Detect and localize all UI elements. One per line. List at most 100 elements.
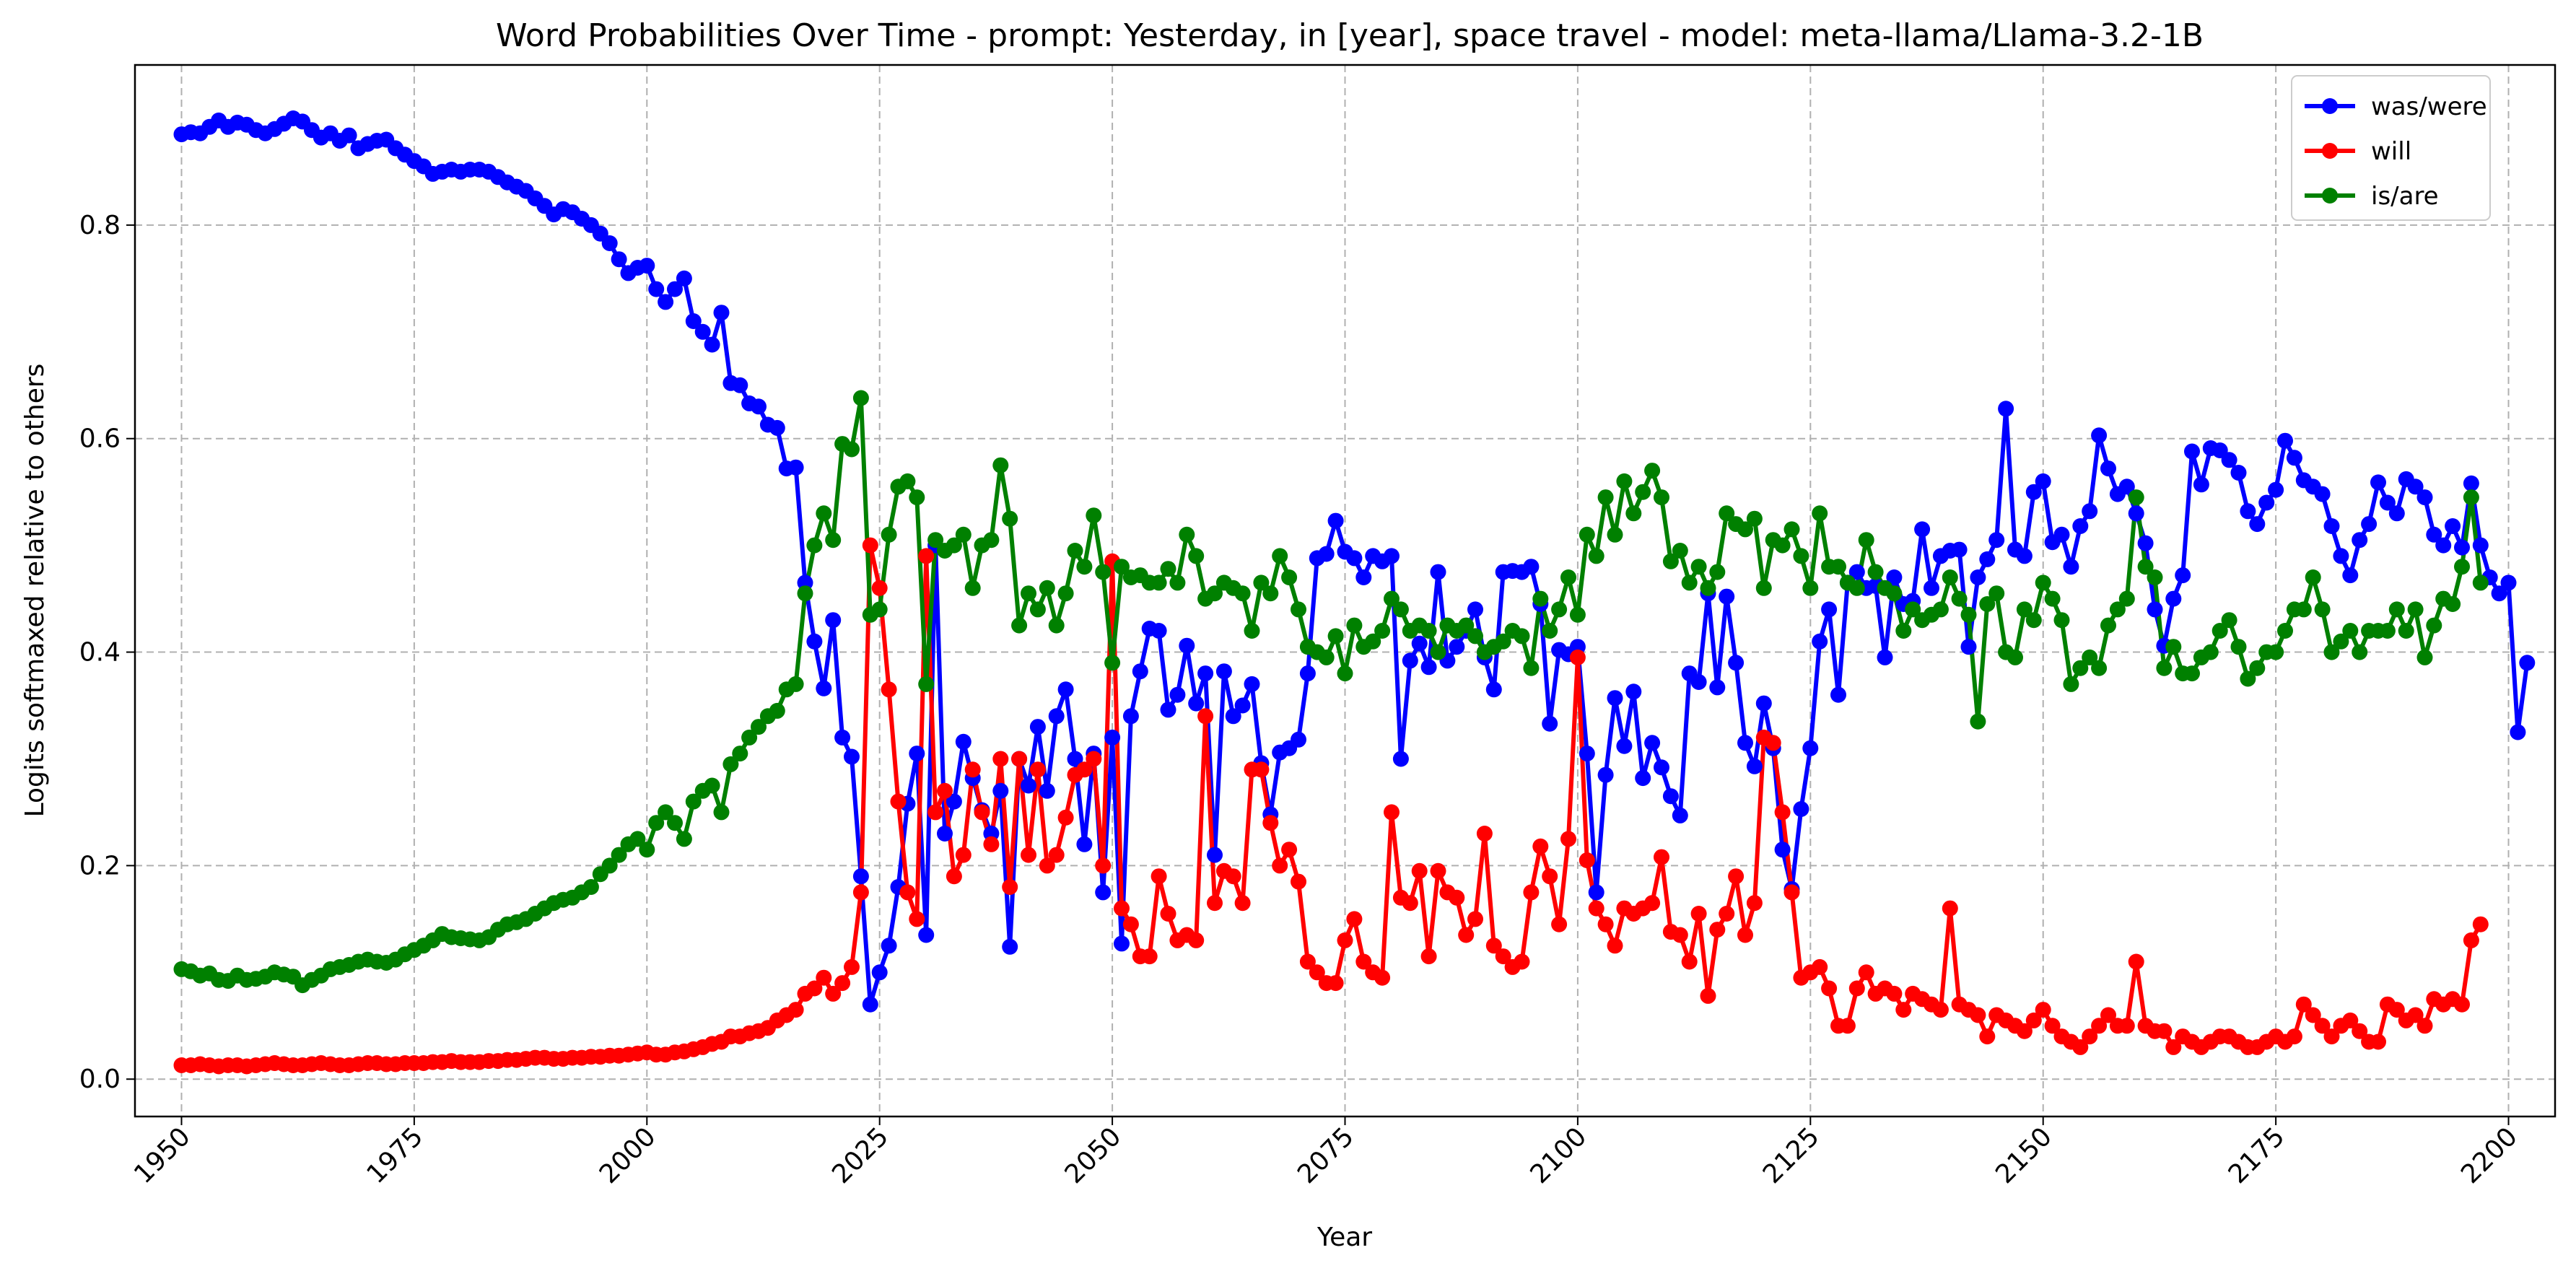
data-point [927, 804, 944, 821]
data-point [1728, 655, 1745, 671]
data-point [1114, 900, 1130, 917]
data-point [946, 793, 962, 810]
data-point [741, 729, 758, 746]
data-point [1021, 847, 1036, 863]
data-point [1737, 735, 1753, 751]
data-point [2212, 623, 2228, 639]
data-point [1002, 510, 1018, 527]
data-point [1234, 697, 1251, 714]
data-point [1122, 708, 1139, 725]
data-point [1197, 708, 1214, 725]
data-point [658, 294, 674, 310]
data-point [1654, 849, 1669, 865]
data-point [955, 526, 972, 543]
data-point [2342, 1012, 2359, 1028]
data-point [1569, 606, 1586, 623]
data-point [1644, 895, 1661, 912]
data-point [1104, 729, 1121, 746]
data-point [2472, 537, 2489, 554]
data-point [2007, 649, 2023, 665]
data-point [1253, 761, 1270, 778]
data-point [1337, 932, 1353, 948]
data-point [1625, 683, 1642, 700]
data-point [2230, 639, 2247, 655]
data-point [1002, 938, 1018, 955]
data-point [852, 390, 869, 406]
data-point [1737, 927, 1753, 943]
data-point [1709, 564, 1726, 580]
data-point [881, 938, 897, 954]
data-point [639, 842, 655, 858]
data-point [1514, 628, 1530, 644]
data-point [1384, 548, 1400, 564]
data-point [1783, 884, 1800, 901]
data-point [1700, 987, 1716, 1004]
data-point [1839, 1018, 1856, 1034]
data-point [1291, 731, 1306, 748]
data-point [1160, 906, 1176, 922]
data-point [1188, 548, 1205, 564]
data-point [909, 489, 925, 506]
data-point [806, 633, 823, 650]
data-point [2082, 503, 2098, 520]
data-point [1830, 686, 1846, 703]
legend-item: is/are [2305, 182, 2439, 211]
data-point [1346, 550, 1363, 567]
data-point [1588, 548, 1604, 564]
data-point [2025, 612, 2042, 629]
data-point [1681, 953, 1698, 970]
data-point [1327, 628, 1344, 644]
data-point [806, 980, 823, 997]
data-point [704, 336, 720, 353]
data-point [1588, 900, 1604, 917]
data-point [341, 127, 357, 144]
data-point [769, 702, 785, 719]
data-point [1225, 868, 1241, 885]
data-point [2445, 518, 2461, 534]
data-point [2388, 505, 2405, 522]
data-point [2445, 596, 2461, 612]
data-point [1821, 980, 1838, 997]
data-point [909, 911, 925, 927]
data-point [1970, 713, 1986, 730]
data-point [1076, 836, 1093, 852]
data-point [1309, 964, 1325, 981]
data-point [1579, 852, 1595, 868]
data-point [1812, 958, 1828, 975]
data-point [1579, 526, 1595, 543]
data-point [2277, 623, 2293, 639]
data-point [1420, 659, 1437, 676]
data-point [1449, 889, 1465, 906]
data-point [964, 761, 981, 778]
data-point [1774, 804, 1791, 821]
data-point [1337, 665, 1353, 682]
data-point [909, 746, 925, 762]
data-point [1095, 884, 1112, 901]
data-point [1970, 1007, 1986, 1023]
data-point [2454, 996, 2470, 1013]
data-point [1672, 543, 1688, 559]
data-point [582, 879, 599, 895]
data-point [751, 719, 767, 735]
data-point [2035, 1002, 2051, 1018]
data-point [2370, 1034, 2386, 1050]
data-point [1532, 590, 1549, 607]
data-point [1905, 601, 1921, 618]
data-point [1458, 617, 1475, 634]
data-point [1179, 637, 1195, 654]
data-point [2314, 1018, 2331, 1034]
data-point [992, 457, 1009, 473]
data-point [1039, 580, 1055, 596]
data-point [2137, 559, 2154, 575]
data-point [1607, 526, 1623, 543]
data-point [1346, 617, 1363, 634]
data-point [844, 748, 860, 765]
data-point [1207, 895, 1223, 912]
data-point [1821, 601, 1838, 618]
data-point [787, 459, 804, 476]
data-point [1039, 782, 1055, 799]
data-point [2025, 484, 2042, 500]
data-point [1848, 564, 1865, 580]
data-point [1728, 868, 1745, 885]
data-point [1765, 735, 1781, 751]
